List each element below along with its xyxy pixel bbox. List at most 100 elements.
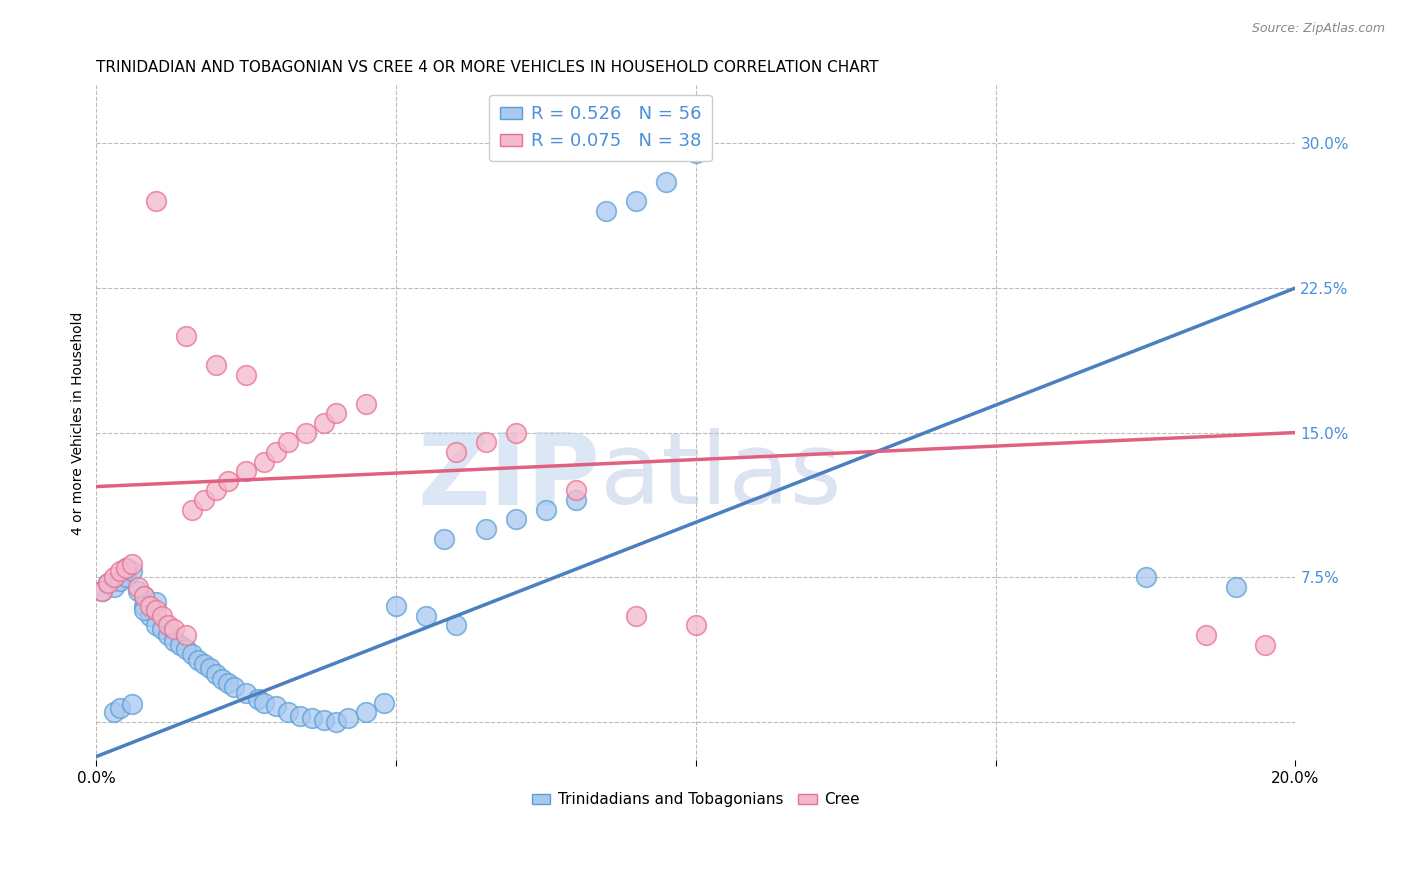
Point (1135, 570, 1157, 584)
Point (115, 560, 138, 574)
Point (415, 608, 437, 623)
Point (505, 425, 527, 440)
Point (314, 416, 336, 430)
Point (103, 705, 125, 719)
Point (121, 698, 143, 712)
Point (145, 603, 167, 617)
Point (235, 464, 257, 478)
Point (157, 628, 180, 642)
Point (200, 661, 222, 675)
Point (91, 583, 114, 598)
Point (134, 599, 156, 614)
Point (373, 696, 395, 710)
Point (534, 502, 557, 516)
Point (475, 435, 498, 450)
Point (115, 570, 138, 584)
Text: atlas: atlas (600, 428, 842, 525)
Point (505, 512, 527, 526)
Point (264, 699, 287, 714)
Point (624, 194, 647, 209)
Point (277, 435, 299, 450)
Point (145, 595, 167, 609)
Point (134, 603, 156, 617)
Point (1194, 628, 1216, 642)
Y-axis label: 4 or more Vehicles in Household: 4 or more Vehicles in Household (72, 311, 86, 534)
Point (235, 368, 257, 382)
Point (295, 425, 318, 440)
Point (145, 194, 167, 209)
Point (174, 329, 197, 343)
Point (205, 358, 228, 372)
Point (211, 673, 233, 687)
Text: TRINIDADIAN AND TOBAGONIAN VS CREE 4 OR MORE VEHICLES IN HOUSEHOLD CORRELATION C: TRINIDADIAN AND TOBAGONIAN VS CREE 4 OR … (97, 60, 879, 75)
Point (145, 618, 167, 632)
Point (224, 680, 246, 694)
Point (174, 641, 197, 656)
Point (103, 570, 125, 584)
Point (325, 406, 347, 420)
Point (163, 622, 186, 636)
Point (354, 397, 377, 411)
Point (337, 711, 360, 725)
Point (385, 599, 408, 614)
Point (247, 691, 270, 706)
Point (235, 686, 257, 700)
Point (91, 583, 114, 598)
Point (134, 590, 156, 604)
Text: ZIP: ZIP (418, 428, 600, 525)
Point (253, 696, 276, 710)
Point (595, 203, 617, 218)
Point (290, 709, 312, 723)
Point (127, 583, 149, 598)
Point (685, 146, 707, 161)
Point (444, 445, 467, 459)
Point (565, 493, 588, 508)
Text: Source: ZipAtlas.com: Source: ZipAtlas.com (1251, 22, 1385, 36)
Point (121, 565, 143, 579)
Point (181, 648, 204, 662)
Point (277, 705, 299, 719)
Point (624, 608, 647, 623)
Point (253, 454, 276, 468)
Point (163, 633, 186, 648)
Point (103, 580, 125, 594)
Point (565, 483, 588, 498)
Point (655, 175, 678, 189)
Point (150, 622, 173, 636)
Point (110, 574, 132, 588)
Point (134, 590, 156, 604)
Point (217, 474, 239, 488)
Point (354, 705, 377, 719)
Point (115, 560, 138, 574)
Point (110, 565, 132, 579)
Point (264, 445, 287, 459)
Point (205, 666, 228, 681)
Point (433, 532, 456, 546)
Point (444, 618, 467, 632)
Point (157, 618, 180, 632)
Point (193, 657, 215, 671)
Point (685, 618, 707, 632)
Point (475, 522, 498, 536)
Point (174, 628, 197, 642)
Point (1225, 580, 1247, 594)
Legend: Trinidadians and Tobagonians, Cree: Trinidadians and Tobagonians, Cree (526, 786, 866, 814)
Point (217, 676, 239, 690)
Point (187, 653, 209, 667)
Point (193, 493, 215, 508)
Point (205, 483, 228, 498)
Point (121, 557, 143, 571)
Point (110, 701, 132, 715)
Point (169, 638, 191, 652)
Point (150, 608, 173, 623)
Point (314, 713, 336, 727)
Point (301, 711, 323, 725)
Point (181, 502, 204, 516)
Point (139, 599, 162, 614)
Point (97, 576, 120, 591)
Point (127, 580, 149, 594)
Point (97, 576, 120, 591)
Point (1254, 638, 1277, 652)
Point (139, 608, 162, 623)
Point (325, 714, 347, 729)
